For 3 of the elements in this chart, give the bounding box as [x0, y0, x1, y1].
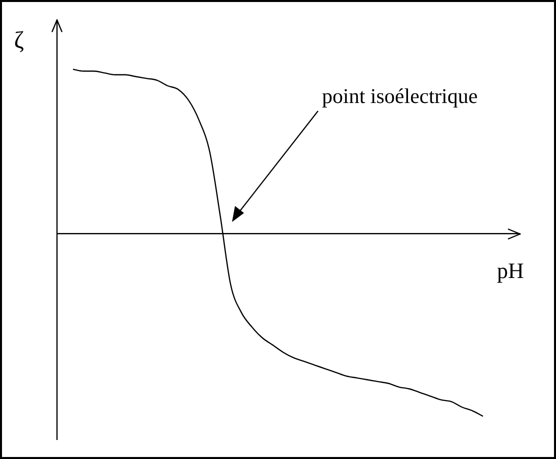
annotation: point isoélectrique [322, 84, 478, 109]
y-axis-title: ζ [14, 28, 24, 55]
x-axis-title: pH [497, 258, 524, 284]
